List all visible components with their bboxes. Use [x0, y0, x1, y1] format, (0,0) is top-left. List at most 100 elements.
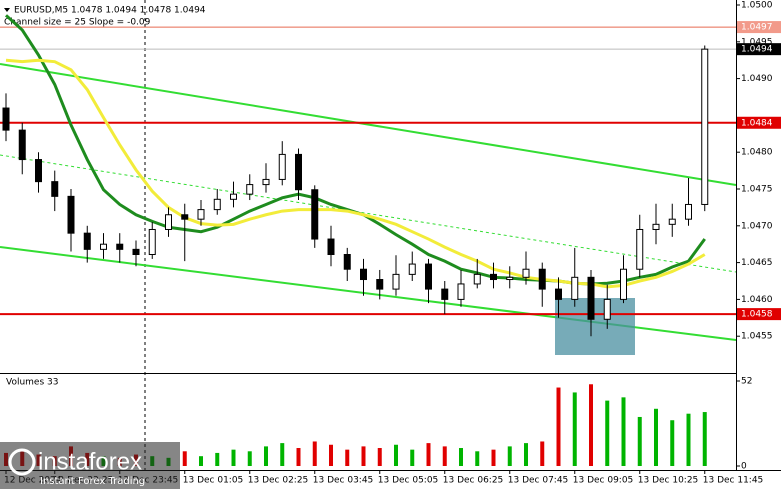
candle-body	[376, 279, 384, 290]
candle-body	[18, 129, 26, 161]
volume-bar	[377, 448, 382, 466]
candle-body	[246, 184, 254, 195]
candle-body	[35, 159, 42, 183]
candle-body	[506, 276, 514, 281]
x-tick-label: 13 Dec 05:05	[378, 476, 439, 486]
y-tick-label: 1.0465	[741, 258, 773, 268]
volume-bar	[621, 397, 626, 466]
volume-bar	[524, 443, 528, 466]
chart-title: EURUSD,M5 1.0478 1.0494 1.0478 1.0494	[14, 6, 206, 16]
candle-body	[360, 268, 367, 281]
candle-body	[311, 189, 319, 240]
level-label: 1.0458	[741, 310, 773, 320]
y-tick-label: 1.0455	[741, 332, 773, 342]
candle-body	[555, 288, 562, 300]
candle-body	[213, 198, 221, 211]
volume-bar	[442, 446, 447, 466]
y-tick-label: 1.0490	[741, 74, 773, 84]
candle-body	[67, 195, 75, 234]
level-box	[737, 308, 781, 321]
volume-bar	[507, 446, 512, 466]
candle-body	[295, 153, 302, 191]
candle-body	[652, 223, 660, 230]
y-tick-label: 52	[741, 377, 752, 387]
y-tick-label: 1.0495	[741, 37, 773, 47]
x-tick-label: 13 Dec 11:45	[703, 476, 764, 486]
volume-bar	[686, 413, 691, 466]
candle-body	[165, 214, 172, 230]
y-tick-label: 1.0500	[741, 1, 773, 11]
volume-bar	[247, 451, 252, 466]
chart-subtitle: Channel size = 25 Slope = -0.09	[4, 18, 151, 28]
channel-upper	[0, 63, 737, 186]
candle-body	[457, 283, 465, 300]
candle-body	[441, 288, 449, 300]
candle-body	[197, 209, 205, 220]
highlight-zone	[555, 298, 635, 355]
candle-body	[392, 273, 400, 290]
y-tick-label: 1.0470	[741, 221, 773, 231]
candle-body	[181, 214, 189, 220]
watermark-box	[0, 442, 180, 489]
volume-bar	[280, 443, 285, 466]
volume-bar	[605, 400, 610, 466]
level-label: 1.0494	[741, 45, 773, 55]
candle-body	[116, 243, 124, 250]
candle-body	[51, 181, 59, 197]
volume-bar	[459, 448, 463, 466]
candle-body	[571, 276, 579, 300]
candle-body	[132, 248, 140, 256]
candle-body	[636, 228, 644, 270]
volume-bar	[556, 387, 561, 466]
volume-bar	[637, 416, 642, 466]
x-tick-label: 13 Dec 02:25	[248, 476, 309, 486]
candle-body	[100, 243, 107, 250]
volume-bar	[426, 443, 431, 466]
watermark-tagline: Instant Forex Trading	[40, 476, 145, 487]
volume-bar	[215, 452, 220, 466]
candle-body	[473, 273, 481, 285]
volume-bar	[199, 456, 203, 466]
volume-bar	[231, 449, 236, 466]
volume-bar	[654, 408, 658, 466]
volume-bar	[410, 449, 415, 466]
candle-body	[620, 268, 627, 300]
volume-bar	[264, 446, 268, 466]
y-tick-label: 1.0460	[741, 295, 773, 305]
volume-bar	[345, 449, 350, 466]
candle-body	[603, 298, 611, 320]
candle-body	[408, 263, 416, 275]
symbol-icon	[4, 8, 10, 12]
level-label: 1.0497	[741, 23, 773, 33]
candle-body	[278, 153, 286, 180]
candle-body	[522, 268, 530, 278]
volume-bar	[394, 444, 398, 466]
volume-bar	[702, 412, 707, 466]
level-box	[737, 21, 781, 34]
candle-body	[83, 232, 91, 250]
candle-body	[538, 268, 546, 290]
volume-bar	[182, 451, 187, 466]
volume-bar	[329, 444, 333, 466]
volume-bar	[296, 448, 301, 466]
x-tick-label: 13 Dec 10:25	[638, 476, 699, 486]
candle-body	[587, 276, 595, 320]
volume-bar	[312, 441, 317, 466]
x-tick-label: 13 Dec 01:05	[183, 476, 244, 486]
channel-middle	[0, 154, 737, 273]
volume-bar	[670, 420, 675, 466]
watermark-logo	[8, 448, 36, 476]
y-tick-label: 1.0475	[741, 185, 773, 195]
y-tick-label: 0	[741, 462, 747, 472]
volume-bar	[475, 451, 480, 466]
candle-body	[425, 263, 432, 290]
candle-body	[230, 193, 237, 200]
x-tick-label: 13 Dec 03:45	[313, 476, 374, 486]
level-label: 1.0484	[741, 118, 773, 128]
volume-bar	[589, 384, 593, 466]
candle-body	[262, 178, 270, 186]
volume-bar	[361, 446, 366, 466]
level-box	[737, 116, 781, 129]
candle-body	[148, 228, 156, 256]
